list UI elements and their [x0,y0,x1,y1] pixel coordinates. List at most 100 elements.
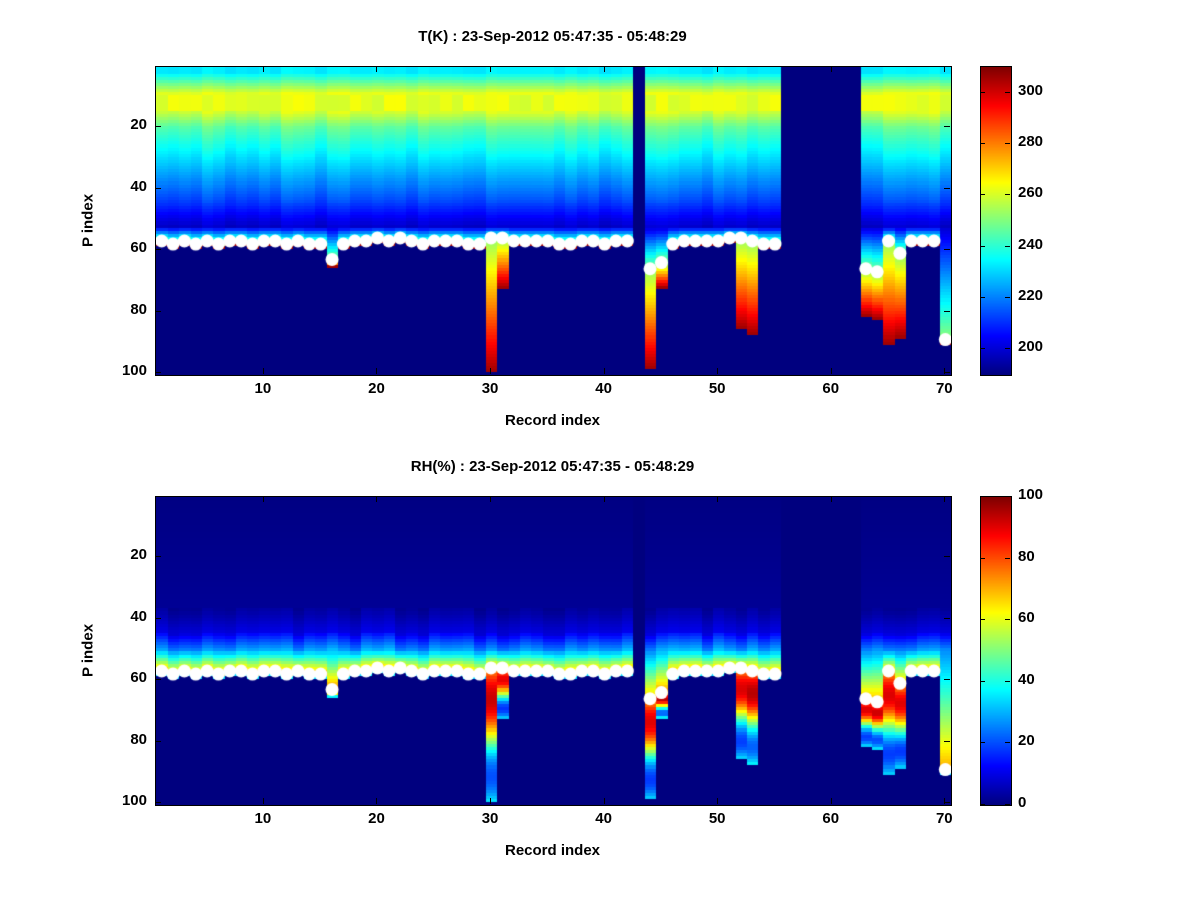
colorbar-tick-mark [980,194,985,196]
xtick-mark [717,368,719,374]
colorbar-tick-mark [980,143,985,144]
xtick-mark-top [830,496,832,502]
xtick-mark [944,798,946,804]
xtick-label: 10 [254,810,272,827]
xtick-mark [603,798,605,804]
colorbar-tick-mark [980,297,985,298]
xtick-label: 60 [822,380,840,397]
ytick-mark [155,187,161,189]
colorbar-tick-mark-right [1005,557,1010,559]
ytick-mark-right [944,249,950,251]
heatmap-image-temperature [156,67,951,375]
xtick-mark-top [717,496,719,502]
colorbar-tick-label: 40 [1018,670,1035,688]
xtick-label: 40 [595,380,612,397]
xtick-mark [603,368,605,374]
xtick-mark [490,368,492,374]
panel-relative-humidity: RH(%) : 23-Sep-2012 05:47:35 - 05:48:29 … [0,430,1200,900]
colorbar-tick-mark [980,804,985,805]
xtick-mark-top [490,496,492,502]
colorbar-relative-humidity[interactable] [980,496,1012,806]
colorbar-tick-mark [980,557,985,559]
xtick-label: 20 [368,810,385,827]
ytick-mark-right [944,740,950,742]
xtick-label: 20 [368,380,385,397]
colorbar-tick-mark-right [1005,297,1010,298]
ytick-mark [155,679,161,681]
ytick-mark [155,617,161,619]
xtick-mark [262,368,264,374]
ytick-label: 80 [130,300,147,318]
xtick-label: 70 [935,380,953,397]
colorbar-tick-mark-right [1005,245,1010,247]
ytick-mark [155,740,161,742]
colorbar-tick-mark [980,742,985,744]
colorbar-tick-mark-right [1005,348,1010,350]
xtick-label: 30 [481,380,499,397]
ytick-mark [155,802,161,804]
colorbar-tick-label: 280 [1018,133,1044,150]
ytick-mark [155,126,161,128]
colorbar-tick-mark-right [1005,804,1010,805]
xtick-mark [262,798,264,804]
colorbar-tick-label: 20 [1018,732,1035,750]
xtick-label: 60 [822,810,840,827]
xtick-mark [490,798,492,804]
xtick-mark-top [944,66,946,72]
ytick-label: 100 [121,792,147,810]
colorbar-tick-mark [980,496,985,497]
ytick-label: 80 [130,730,147,748]
colorbar-tick-mark [980,91,985,93]
xtick-label: 40 [595,810,612,827]
xtick-mark-top [376,496,378,502]
colorbar-tick-label: 240 [1018,235,1044,253]
colorbar-tick-label: 260 [1018,184,1044,202]
colorbar-tick-mark [980,245,985,247]
heatmap-axes-temperature[interactable] [155,66,952,376]
colorbar-tick-mark-right [1005,680,1010,682]
xtick-mark-top [262,496,264,502]
ytick-label: 40 [130,177,147,195]
panel-title-temperature: T(K) : 23-Sep-2012 05:47:35 - 05:48:29 [418,28,687,45]
xtick-mark-top [830,66,832,72]
xtick-label: 50 [708,380,726,397]
ytick-mark [155,556,161,558]
colorbar-tick-mark-right [1005,91,1010,93]
ytick-label: 100 [121,362,147,380]
ytick-mark-right [944,187,950,189]
heatmap-axes-relative-humidity[interactable] [155,496,952,806]
colorbar-tick-label: 60 [1018,609,1035,627]
xtick-mark [830,368,832,374]
ytick-label: 60 [130,669,147,687]
xtick-mark [830,798,832,804]
colorbar-temperature[interactable] [980,66,1012,376]
colorbar-gradient-relative-humidity [981,497,1011,805]
xtick-label: 30 [481,810,499,827]
ytick-label: 60 [130,239,147,257]
ytick-mark-right [944,802,950,804]
ytick-mark [155,310,161,312]
ytick-mark-right [944,310,950,312]
xtick-mark [376,368,378,374]
colorbar-tick-mark-right [1005,742,1010,744]
xtick-mark-top [944,496,946,502]
xaxis-label-relative-humidity: Record index [504,842,601,859]
ytick-mark-right [944,556,950,558]
xtick-mark-top [376,66,378,72]
panel-title-relative-humidity: RH(%) : 23-Sep-2012 05:47:35 - 05:48:29 [410,458,695,475]
yaxis-label-temperature: P index [79,193,97,248]
colorbar-tick-mark-right [1005,619,1010,621]
xtick-mark-top [603,496,605,502]
ytick-label: 20 [130,546,147,564]
ytick-mark-right [944,679,950,681]
xtick-label: 70 [935,810,953,827]
ytick-mark-right [944,617,950,619]
colorbar-tick-mark-right [1005,496,1010,497]
colorbar-tick-label: 220 [1018,287,1044,304]
colorbar-tick-mark [980,680,985,682]
xtick-mark-top [603,66,605,72]
ytick-mark-right [944,126,950,128]
xaxis-label-temperature: Record index [504,412,601,429]
colorbar-tick-label: 80 [1018,547,1035,565]
